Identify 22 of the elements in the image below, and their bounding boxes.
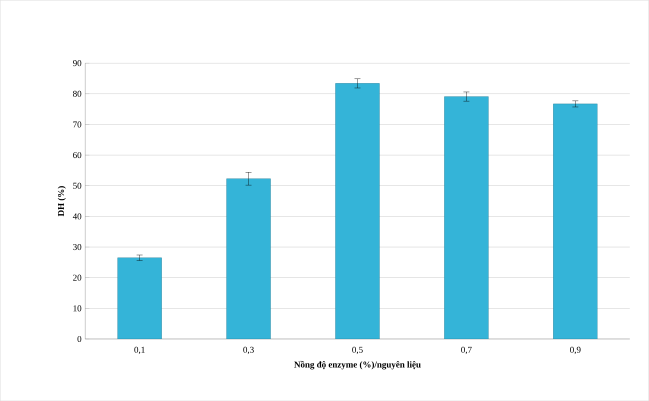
bar: [335, 83, 380, 339]
x-tick-label: 0,5: [352, 346, 363, 354]
y-tick-label: 70: [73, 121, 82, 128]
y-axis-title: DH (%): [58, 186, 66, 216]
x-tick-label: 0,9: [570, 346, 581, 354]
y-tick-label: 80: [73, 90, 82, 97]
y-tick-label: 50: [73, 182, 82, 189]
x-tick-label: 0,3: [243, 346, 254, 354]
bar: [226, 178, 271, 339]
y-tick-label: 0: [78, 336, 82, 342]
bar: [117, 258, 162, 339]
x-tick-label: 0,7: [461, 346, 472, 354]
y-tick-label: 90: [72, 60, 82, 66]
x-tick-label: 0,1: [134, 346, 145, 354]
bar: [444, 96, 489, 339]
y-tick-label: 60: [73, 152, 82, 158]
x-axis-title: Nồng độ enzyme (%)/nguyên liệu: [294, 360, 421, 370]
y-tick-label: 20: [73, 274, 82, 281]
y-tick-label: 30: [73, 244, 82, 250]
y-tick-label: 40: [72, 213, 82, 220]
y-tick-label: 10: [73, 305, 82, 312]
bar: [553, 104, 598, 339]
